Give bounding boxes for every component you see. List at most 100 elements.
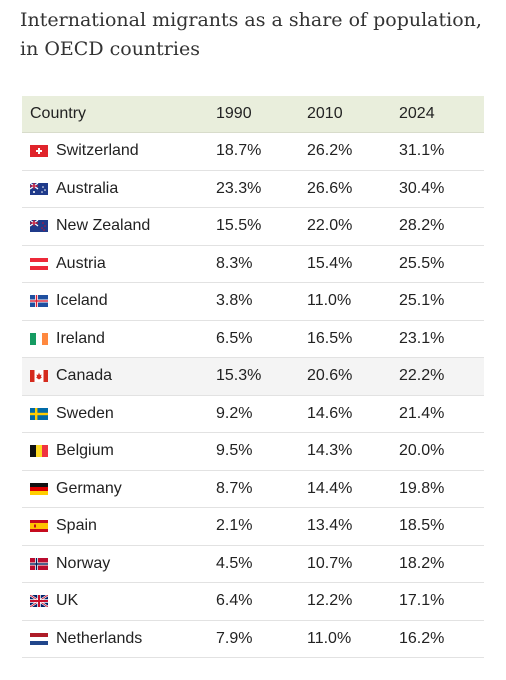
value-2024: 17.1%: [399, 592, 445, 610]
country-cell: Iceland: [22, 292, 216, 310]
country-cell: Austria: [22, 255, 216, 273]
table-header-row: Country 1990 2010 2024: [22, 96, 484, 133]
value-1990: 15.5%: [216, 217, 262, 235]
value-2010: 12.2%: [307, 592, 353, 610]
value-1990: 4.5%: [216, 554, 253, 572]
country-cell: Australia: [22, 180, 216, 198]
value-2024: 18.5%: [399, 517, 445, 535]
australia-flag-icon: [30, 182, 48, 195]
value-1990: 2.1%: [216, 517, 253, 535]
value-1990: 9.5%: [216, 442, 253, 460]
value-2024: 25.5%: [399, 254, 445, 272]
country-cell: New Zealand: [22, 217, 216, 235]
header-country: Country: [30, 105, 87, 122]
table-row: Germany 8.7% 14.4% 19.8%: [22, 471, 484, 508]
value-2010: 11.0%: [307, 629, 352, 647]
country-name: Switzerland: [56, 142, 139, 160]
table-row: Iceland 3.8% 11.0% 25.1%: [22, 283, 484, 321]
value-2010: 16.5%: [307, 329, 353, 347]
country-name: Austria: [56, 254, 106, 272]
norway-flag-icon: [30, 557, 48, 570]
value-2024: 18.2%: [399, 554, 445, 572]
value-1990: 9.2%: [216, 404, 253, 422]
country-name: Canada: [56, 367, 113, 385]
country-cell: Ireland: [22, 330, 216, 348]
country-name: Iceland: [56, 292, 108, 310]
value-2024: 31.1%: [399, 142, 445, 160]
table-row: UK 6.4% 12.2% 17.1%: [22, 583, 484, 621]
value-2010: 11.0%: [307, 292, 352, 310]
country-name: New Zealand: [56, 217, 151, 235]
table-body: Switzerland 18.7% 26.2% 31.1% Australia 23.3%…: [22, 133, 484, 658]
new-zealand-flag-icon: [30, 220, 48, 233]
country-name: Australia: [56, 179, 119, 197]
country-name: Netherlands: [56, 629, 143, 647]
value-1990: 18.7%: [216, 142, 262, 160]
country-cell: UK: [22, 592, 216, 610]
value-2024: 22.2%: [399, 367, 445, 385]
value-2024: 19.8%: [399, 479, 445, 497]
austria-flag-icon: [30, 257, 48, 270]
value-1990: 8.7%: [216, 479, 253, 497]
table-row: New Zealand 15.5% 22.0% 28.2%: [22, 208, 484, 246]
value-2010: 13.4%: [307, 517, 353, 535]
header-2010: 2010: [307, 105, 343, 122]
country-cell: Netherlands: [22, 630, 216, 648]
value-2010: 15.4%: [307, 254, 353, 272]
header-2024: 2024: [399, 105, 435, 122]
table-row: Norway 4.5% 10.7% 18.2%: [22, 546, 484, 583]
value-1990: 6.4%: [216, 592, 253, 610]
country-name: Germany: [56, 479, 122, 497]
value-2010: 14.3%: [307, 442, 353, 460]
value-1990: 6.5%: [216, 329, 253, 347]
country-cell: Canada: [22, 367, 216, 385]
value-2010: 14.4%: [307, 479, 353, 497]
country-cell: Belgium: [22, 442, 216, 460]
page-title: International migrants as a share of pop…: [20, 9, 482, 60]
value-1990: 23.3%: [216, 179, 262, 197]
value-2024: 28.2%: [399, 217, 445, 235]
value-1990: 3.8%: [216, 292, 253, 310]
ireland-flag-icon: [30, 332, 48, 345]
value-2024: 20.0%: [399, 442, 445, 460]
uk-flag-icon: [30, 595, 48, 608]
migrants-table: Country 1990 2010 2024 Switzerland 18.7% 2…: [22, 96, 484, 658]
table-row: Spain 2.1% 13.4% 18.5%: [22, 508, 484, 546]
country-cell: Germany: [22, 480, 216, 498]
value-2024: 25.1%: [399, 292, 445, 310]
switzerland-flag-icon: [30, 145, 48, 158]
value-2024: 16.2%: [399, 629, 445, 647]
iceland-flag-icon: [30, 295, 48, 308]
country-cell: Norway: [22, 555, 216, 573]
value-2010: 14.6%: [307, 404, 353, 422]
value-2010: 22.0%: [307, 217, 353, 235]
netherlands-flag-icon: [30, 632, 48, 645]
value-1990: 8.3%: [216, 254, 253, 272]
table-row: Austria 8.3% 15.4% 25.5%: [22, 246, 484, 283]
country-name: UK: [56, 592, 79, 610]
country-cell: Sweden: [22, 405, 216, 423]
table-row: Sweden 9.2% 14.6% 21.4%: [22, 396, 484, 433]
germany-flag-icon: [30, 482, 48, 495]
value-2024: 30.4%: [399, 179, 445, 197]
value-2024: 21.4%: [399, 404, 445, 422]
table-row: Belgium 9.5% 14.3% 20.0%: [22, 433, 484, 471]
table-row: Canada 15.3% 20.6% 22.2%: [22, 358, 484, 396]
country-name: Belgium: [56, 442, 114, 460]
header-1990: 1990: [216, 105, 252, 122]
country-name: Ireland: [56, 329, 105, 347]
value-2024: 23.1%: [399, 329, 445, 347]
canada-flag-icon: [30, 370, 48, 383]
country-cell: Switzerland: [22, 142, 216, 160]
table-row: Switzerland 18.7% 26.2% 31.1%: [22, 133, 484, 171]
value-2010: 10.7%: [307, 554, 353, 572]
table-row: Ireland 6.5% 16.5% 23.1%: [22, 321, 484, 358]
country-name: Sweden: [56, 404, 114, 422]
belgium-flag-icon: [30, 445, 48, 458]
sweden-flag-icon: [30, 407, 48, 420]
value-2010: 26.6%: [307, 179, 353, 197]
country-name: Spain: [56, 517, 97, 535]
value-1990: 7.9%: [216, 629, 253, 647]
value-2010: 26.2%: [307, 142, 353, 160]
country-cell: Spain: [22, 517, 216, 535]
